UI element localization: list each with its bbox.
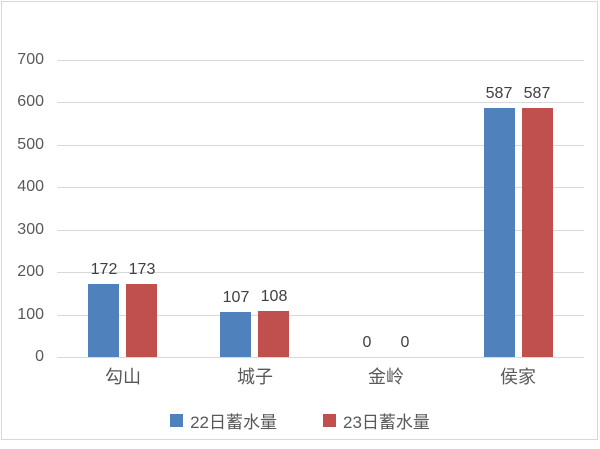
gridline-500 [57, 145, 584, 146]
legend-label: 22日蓄水量 [190, 413, 277, 432]
gridline-600 [57, 102, 584, 103]
y-axis-tick-label: 400 [17, 178, 44, 195]
x-category-label: 侯家 [500, 367, 536, 387]
y-axis-tick-label: 700 [17, 51, 44, 68]
value-label: 0 [362, 334, 372, 351]
bar-22日蓄水量-侯家 [484, 108, 515, 357]
value-label: 0 [400, 334, 410, 351]
value-label: 172 [90, 261, 118, 278]
value-label: 108 [260, 288, 288, 305]
legend-label: 23日蓄水量 [343, 413, 430, 432]
gridline-400 [57, 187, 584, 188]
legend: 22日蓄水量 23日蓄水量 [0, 408, 600, 433]
gridline-200 [57, 272, 584, 273]
x-category-label: 勾山 [105, 367, 141, 387]
bar-23日蓄水量-勾山 [126, 284, 157, 357]
y-axis-tick-label: 0 [35, 348, 44, 365]
legend-swatch-icon [323, 414, 336, 427]
legend-item: 22日蓄水量 [170, 408, 277, 433]
bar-22日蓄水量-勾山 [88, 284, 119, 357]
legend-swatch-icon [170, 414, 184, 427]
gridline-0 [57, 357, 584, 358]
y-axis-tick-label: 200 [17, 263, 44, 280]
gridline-700 [57, 60, 584, 61]
bar-22日蓄水量-城子 [220, 312, 251, 357]
y-axis-tick-label: 600 [17, 93, 44, 110]
y-axis-tick-label: 100 [17, 306, 44, 323]
value-label: 587 [523, 85, 551, 102]
value-label: 173 [128, 261, 156, 278]
y-axis-tick-label: 500 [17, 136, 44, 153]
gridline-100 [57, 315, 584, 316]
bar-23日蓄水量-侯家 [522, 108, 553, 357]
x-category-label: 城子 [237, 367, 273, 387]
x-category-label: 金岭 [368, 367, 404, 387]
y-axis-tick-label: 300 [17, 221, 44, 238]
legend-item: 23日蓄水量 [323, 408, 430, 433]
gridline-300 [57, 230, 584, 231]
value-label: 107 [222, 289, 250, 306]
value-label: 587 [485, 85, 513, 102]
bar-23日蓄水量-城子 [258, 311, 289, 357]
